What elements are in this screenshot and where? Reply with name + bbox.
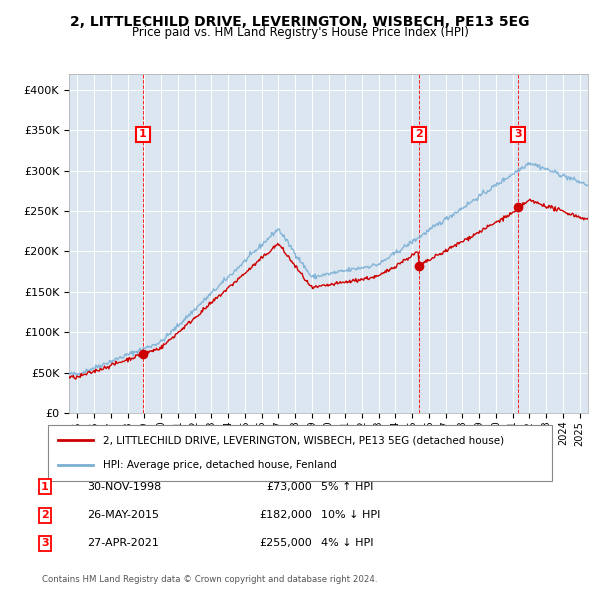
Text: £73,000: £73,000 bbox=[266, 482, 312, 491]
Text: Contains HM Land Registry data © Crown copyright and database right 2024.: Contains HM Land Registry data © Crown c… bbox=[42, 575, 377, 584]
Text: 5% ↑ HPI: 5% ↑ HPI bbox=[321, 482, 373, 491]
Text: Price paid vs. HM Land Registry's House Price Index (HPI): Price paid vs. HM Land Registry's House … bbox=[131, 26, 469, 39]
FancyBboxPatch shape bbox=[48, 425, 552, 481]
Text: 3: 3 bbox=[514, 129, 522, 139]
Text: 26-MAY-2015: 26-MAY-2015 bbox=[87, 510, 159, 520]
Text: 3: 3 bbox=[41, 539, 49, 548]
Text: 1: 1 bbox=[139, 129, 147, 139]
Text: £182,000: £182,000 bbox=[259, 510, 312, 520]
Text: 1: 1 bbox=[41, 482, 49, 491]
Text: £255,000: £255,000 bbox=[259, 539, 312, 548]
Text: 10% ↓ HPI: 10% ↓ HPI bbox=[321, 510, 380, 520]
Text: HPI: Average price, detached house, Fenland: HPI: Average price, detached house, Fenl… bbox=[103, 460, 337, 470]
Text: 2: 2 bbox=[41, 510, 49, 520]
Text: 4% ↓ HPI: 4% ↓ HPI bbox=[321, 539, 373, 548]
Text: 2, LITTLECHILD DRIVE, LEVERINGTON, WISBECH, PE13 5EG: 2, LITTLECHILD DRIVE, LEVERINGTON, WISBE… bbox=[70, 15, 530, 29]
Text: 30-NOV-1998: 30-NOV-1998 bbox=[87, 482, 161, 491]
Text: 2: 2 bbox=[415, 129, 423, 139]
Text: 2, LITTLECHILD DRIVE, LEVERINGTON, WISBECH, PE13 5EG (detached house): 2, LITTLECHILD DRIVE, LEVERINGTON, WISBE… bbox=[103, 435, 505, 445]
Text: 27-APR-2021: 27-APR-2021 bbox=[87, 539, 159, 548]
